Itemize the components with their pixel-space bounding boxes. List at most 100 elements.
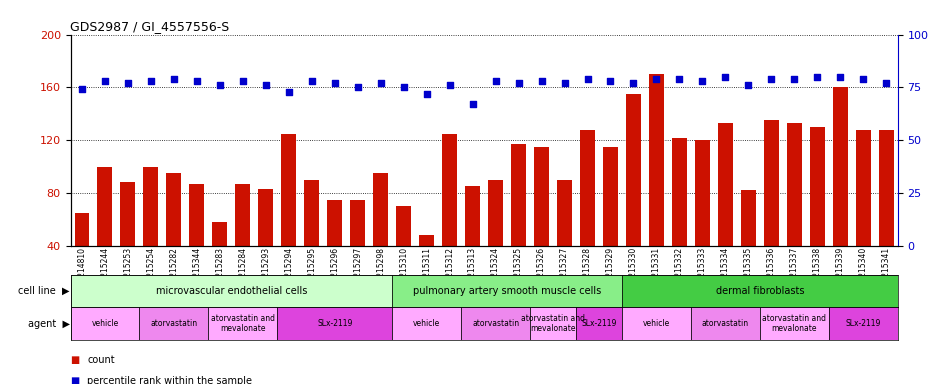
Text: atorvastatin and
mevalonate: atorvastatin and mevalonate [211, 314, 274, 333]
Text: vehicle: vehicle [413, 319, 440, 328]
Bar [530, 307, 576, 340]
Text: SLx-2119: SLx-2119 [846, 319, 881, 328]
Point [120, 80, 135, 86]
Text: atorvastatin: atorvastatin [472, 319, 519, 328]
Bar [392, 307, 462, 340]
Bar [419, 235, 434, 299]
Bar [396, 206, 411, 299]
Point [373, 80, 388, 86]
Point [166, 76, 181, 82]
Text: ■: ■ [70, 376, 80, 384]
Bar [144, 167, 158, 299]
Bar [833, 88, 848, 299]
Point [465, 101, 480, 108]
Point [603, 78, 618, 84]
Text: ■: ■ [70, 355, 80, 365]
Point [98, 78, 113, 84]
Bar [277, 307, 392, 340]
Bar [281, 134, 296, 299]
Text: pulmonary artery smooth muscle cells: pulmonary artery smooth muscle cells [413, 286, 602, 296]
Text: atorvastatin: atorvastatin [702, 319, 749, 328]
Bar [622, 307, 691, 340]
Bar [70, 307, 139, 340]
Point [442, 82, 457, 88]
Point [557, 80, 572, 86]
Bar [465, 186, 480, 299]
Bar [760, 307, 829, 340]
Bar [351, 200, 365, 299]
Point [305, 78, 320, 84]
Text: microvascular endothelial cells: microvascular endothelial cells [156, 286, 307, 296]
Point [258, 82, 274, 88]
Text: vehicle: vehicle [643, 319, 670, 328]
Text: atorvastatin and
mevalonate: atorvastatin and mevalonate [762, 314, 826, 333]
Point [419, 91, 434, 97]
Point [327, 80, 342, 86]
Text: count: count [87, 355, 115, 365]
Bar [718, 123, 733, 299]
Bar [534, 147, 549, 299]
Text: SLx-2119: SLx-2119 [581, 319, 617, 328]
Bar [327, 200, 342, 299]
Bar [189, 184, 204, 299]
Bar [120, 182, 135, 299]
Bar [305, 180, 320, 299]
Point [809, 74, 824, 80]
Point [764, 76, 779, 82]
Bar [855, 130, 870, 299]
Bar [166, 173, 181, 299]
Text: dermal fibroblasts: dermal fibroblasts [715, 286, 804, 296]
Point [833, 74, 848, 80]
Point [879, 80, 894, 86]
Bar [879, 130, 894, 299]
Point [695, 78, 710, 84]
Point [741, 82, 756, 88]
Point [212, 82, 227, 88]
Point [235, 78, 250, 84]
Point [787, 76, 802, 82]
Text: atorvastatin and
mevalonate: atorvastatin and mevalonate [521, 314, 585, 333]
Bar [488, 180, 503, 299]
Bar [557, 180, 572, 299]
Bar [672, 137, 687, 299]
Bar [626, 94, 641, 299]
Point [351, 84, 366, 91]
Point [534, 78, 549, 84]
Bar [462, 307, 530, 340]
Bar [442, 134, 457, 299]
Bar [74, 213, 89, 299]
Bar [139, 307, 209, 340]
Text: cell line  ▶: cell line ▶ [18, 286, 70, 296]
Point [74, 86, 89, 93]
Point [281, 89, 296, 95]
Bar [70, 275, 392, 307]
Bar [392, 275, 622, 307]
Bar [741, 190, 756, 299]
Text: SLx-2119: SLx-2119 [317, 319, 352, 328]
Point [718, 74, 733, 80]
Bar [580, 130, 595, 299]
Bar [98, 167, 113, 299]
Bar [576, 307, 622, 340]
Bar [511, 144, 526, 299]
Text: percentile rank within the sample: percentile rank within the sample [87, 376, 253, 384]
Text: agent  ▶: agent ▶ [27, 318, 70, 329]
Point [488, 78, 503, 84]
Bar [809, 127, 824, 299]
Point [511, 80, 526, 86]
Point [626, 80, 641, 86]
Bar [649, 74, 664, 299]
Bar [258, 189, 274, 299]
Bar [209, 307, 277, 340]
Point [144, 78, 159, 84]
Bar [829, 307, 898, 340]
Point [649, 76, 664, 82]
Point [396, 84, 411, 91]
Text: atorvastatin: atorvastatin [150, 319, 197, 328]
Text: GDS2987 / GI_4557556-S: GDS2987 / GI_4557556-S [70, 20, 229, 33]
Point [189, 78, 204, 84]
Point [855, 76, 870, 82]
Bar [212, 222, 227, 299]
Bar [695, 140, 710, 299]
Bar [691, 307, 760, 340]
